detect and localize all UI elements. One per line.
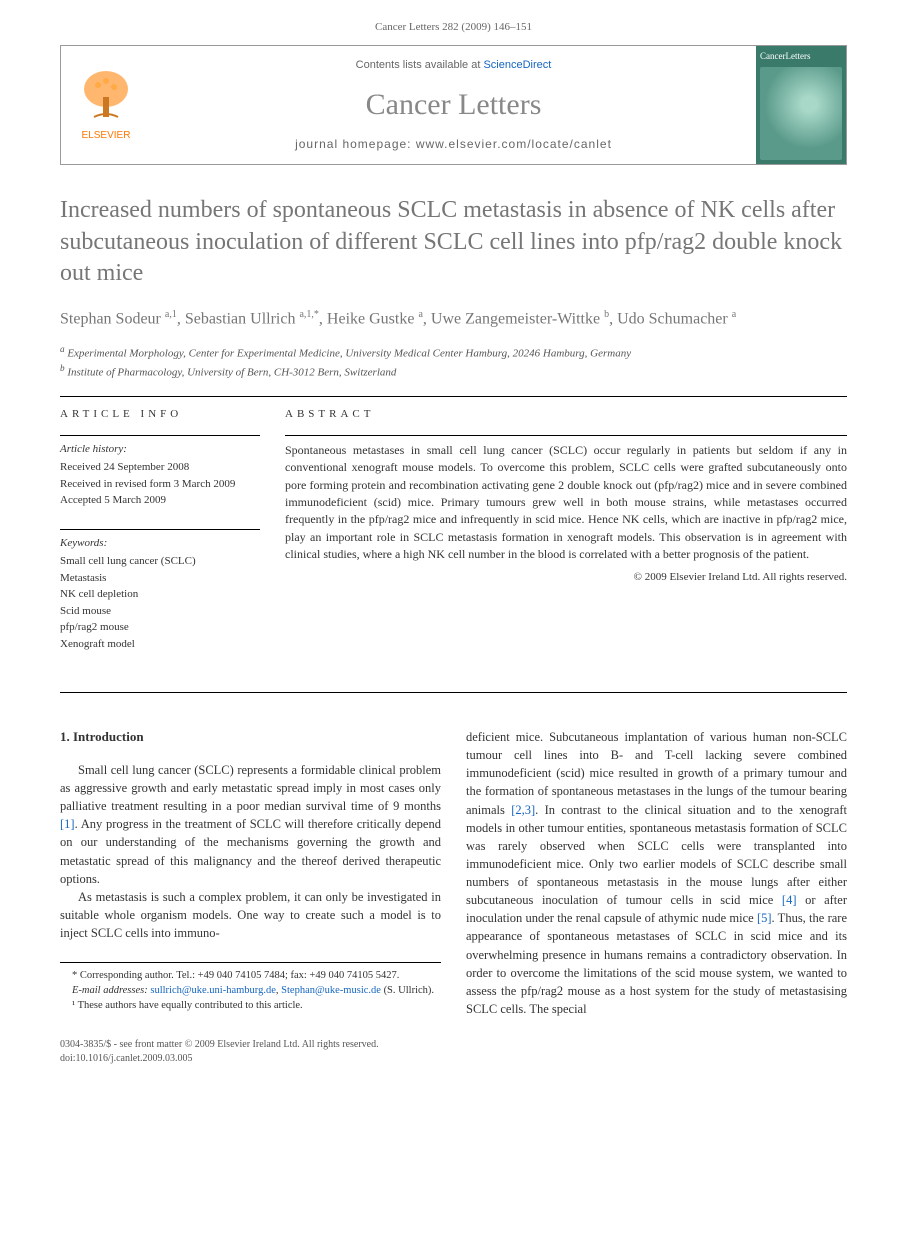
contents-available-line: Contents lists available at ScienceDirec…	[356, 58, 552, 73]
body-paragraph: Small cell lung cancer (SCLC) represents…	[60, 761, 441, 888]
keywords-heading: Keywords:	[60, 536, 260, 551]
article-title: Increased numbers of spontaneous SCLC me…	[60, 195, 847, 289]
corresponding-author-note: * Corresponding author. Tel.: +49 040 74…	[60, 969, 441, 984]
affiliations: a Experimental Morphology, Center for Ex…	[60, 343, 847, 381]
body-paragraph: deficient mice. Subcutaneous implantatio…	[466, 728, 847, 1018]
elsevier-tree-icon	[76, 67, 136, 127]
abstract-column: ABSTRACT Spontaneous metastases in small…	[285, 407, 847, 672]
history-heading: Article history:	[60, 442, 260, 457]
email-link[interactable]: sullrich@uke.uni-hamburg.de	[150, 985, 276, 996]
received-date: Received 24 September 2008	[60, 459, 260, 476]
email-link[interactable]: Stephan@uke-music.de	[281, 985, 381, 996]
abstract-text: Spontaneous metastases in small cell lun…	[285, 435, 847, 564]
footer-doi: doi:10.1016/j.canlet.2009.03.005	[60, 1052, 847, 1066]
affiliation-b: b Institute of Pharmacology, University …	[60, 362, 847, 381]
cover-image	[760, 67, 842, 160]
info-abstract-row: ARTICLE INFO Article history: Received 2…	[60, 407, 847, 672]
body-paragraph: As metastasis is such a complex problem,…	[60, 888, 441, 942]
keyword-item: pfp/rag2 mouse	[60, 619, 260, 636]
journal-homepage: journal homepage: www.elsevier.com/locat…	[295, 136, 612, 153]
footer-copyright: 0304-3835/$ - see front matter © 2009 El…	[60, 1038, 847, 1052]
keywords-block: Keywords: Small cell lung cancer (SCLC)M…	[60, 529, 260, 652]
journal-masthead: ELSEVIER Contents lists available at Sci…	[60, 45, 847, 165]
journal-cover-thumbnail: CancerLetters	[756, 46, 846, 164]
keyword-item: Scid mouse	[60, 603, 260, 620]
accepted-date: Accepted 5 March 2009	[60, 492, 260, 509]
equal-contribution-note: ¹ These authors have equally contributed…	[60, 999, 441, 1014]
keyword-item: Xenograft model	[60, 636, 260, 653]
article-history-block: Article history: Received 24 September 2…	[60, 435, 260, 509]
divider	[60, 396, 847, 397]
affiliation-a: a Experimental Morphology, Center for Ex…	[60, 343, 847, 362]
keyword-item: NK cell depletion	[60, 586, 260, 603]
citation-text: Cancer Letters 282 (2009) 146–151	[375, 21, 532, 33]
keyword-item: Small cell lung cancer (SCLC)	[60, 553, 260, 570]
elsevier-logo: ELSEVIER	[61, 46, 151, 164]
sciencedirect-link[interactable]: ScienceDirect	[483, 59, 551, 71]
revised-date: Received in revised form 3 March 2009	[60, 476, 260, 493]
keyword-item: Metastasis	[60, 570, 260, 587]
journal-center: Contents lists available at ScienceDirec…	[151, 46, 756, 164]
body-column-right: deficient mice. Subcutaneous implantatio…	[466, 728, 847, 1018]
body-column-left: 1. Introduction Small cell lung cancer (…	[60, 728, 441, 1018]
footnotes-block: * Corresponding author. Tel.: +49 040 74…	[60, 962, 441, 1013]
author-list: Stephan Sodeur a,1, Sebastian Ullrich a,…	[60, 307, 847, 331]
article-info-label: ARTICLE INFO	[60, 407, 260, 422]
article-info-column: ARTICLE INFO Article history: Received 2…	[60, 407, 260, 672]
abstract-copyright: © 2009 Elsevier Ireland Ltd. All rights …	[285, 570, 847, 585]
cover-title: CancerLetters	[760, 50, 842, 63]
divider	[60, 692, 847, 693]
running-header: Cancer Letters 282 (2009) 146–151	[0, 0, 907, 45]
abstract-label: ABSTRACT	[285, 407, 847, 422]
body-two-column: 1. Introduction Small cell lung cancer (…	[60, 728, 847, 1018]
section-heading-introduction: 1. Introduction	[60, 728, 441, 747]
elsevier-label: ELSEVIER	[82, 129, 131, 143]
journal-name: Cancer Letters	[366, 84, 542, 126]
email-note: E-mail addresses: sullrich@uke.uni-hambu…	[60, 984, 441, 999]
page-footer: 0304-3835/$ - see front matter © 2009 El…	[60, 1038, 847, 1066]
